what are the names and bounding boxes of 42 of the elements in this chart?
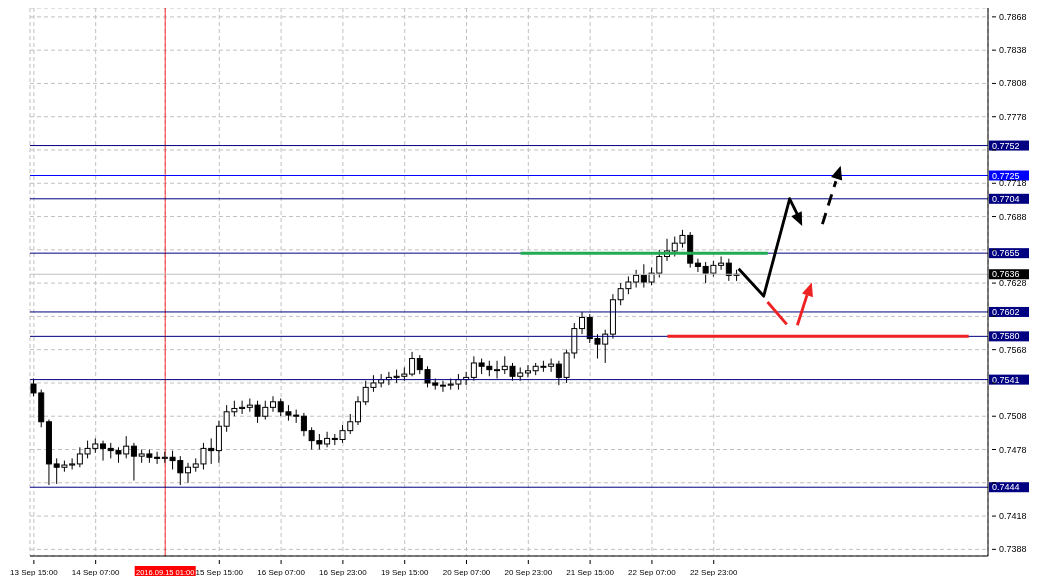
y-tick-label: 0.7868 xyxy=(999,11,1027,22)
x-tick-label: 20 Sep 07:00 xyxy=(442,568,491,577)
y-tick-label: 0.7508 xyxy=(999,411,1027,422)
x-tick-label: 16 Sep 07:00 xyxy=(257,568,306,577)
candlestick xyxy=(185,462,192,484)
ref-line-label: 0.7725 xyxy=(992,170,1020,181)
ref-line-label: 0.7704 xyxy=(992,193,1020,204)
y-tick-label: 0.7808 xyxy=(999,78,1027,89)
y-tick-label: 0.7418 xyxy=(999,511,1027,522)
y-tick-label: 0.7568 xyxy=(999,344,1027,355)
y-tick-label: 0.7688 xyxy=(999,211,1027,222)
y-tick-label: 0.7628 xyxy=(999,278,1027,289)
x-tick-label: 19 Sep 15:00 xyxy=(380,568,430,577)
candlestick xyxy=(270,395,276,413)
ref-line-label: 0.7655 xyxy=(992,248,1020,259)
y-tick-label: 0.7718 xyxy=(999,178,1027,189)
ref-line-label: 0.7580 xyxy=(992,331,1020,342)
x-tick-label: 15 Sep 15:00 xyxy=(195,568,244,577)
x-tick-label: 16 Sep 23:00 xyxy=(319,568,368,577)
ref-line-label: 0.7636 xyxy=(992,269,1020,280)
candlestick xyxy=(100,440,107,462)
candlestick xyxy=(524,364,531,378)
candlestick xyxy=(579,311,586,335)
candlestick xyxy=(439,380,446,393)
x-tick-label: 13 Sep 15:00 xyxy=(10,568,59,577)
candlestick xyxy=(130,442,137,482)
x-tick-label: 20 Sep 23:00 xyxy=(504,568,553,577)
x-tick-label: 14 Sep 07:00 xyxy=(71,568,121,577)
y-tick-label: 0.7388 xyxy=(999,544,1027,555)
candlestick xyxy=(494,360,501,380)
y-tick-label: 0.7778 xyxy=(999,111,1027,122)
x-tick-label: 22 Sep 07:00 xyxy=(628,568,677,577)
y-tick-label: 0.7478 xyxy=(999,444,1027,455)
x-tick-label: 22 Sep 23:00 xyxy=(689,568,739,577)
ref-line-label: 0.7752 xyxy=(992,140,1020,151)
candlestick xyxy=(409,351,416,377)
x-tick-label: 21 Sep 15:00 xyxy=(566,568,615,577)
ref-line-label: 0.7444 xyxy=(992,482,1020,493)
ref-line-label: 0.7541 xyxy=(992,374,1020,385)
candlestick xyxy=(354,395,361,426)
y-tick-label: 0.7838 xyxy=(999,45,1027,56)
ref-line-label: 0.7602 xyxy=(992,306,1020,317)
